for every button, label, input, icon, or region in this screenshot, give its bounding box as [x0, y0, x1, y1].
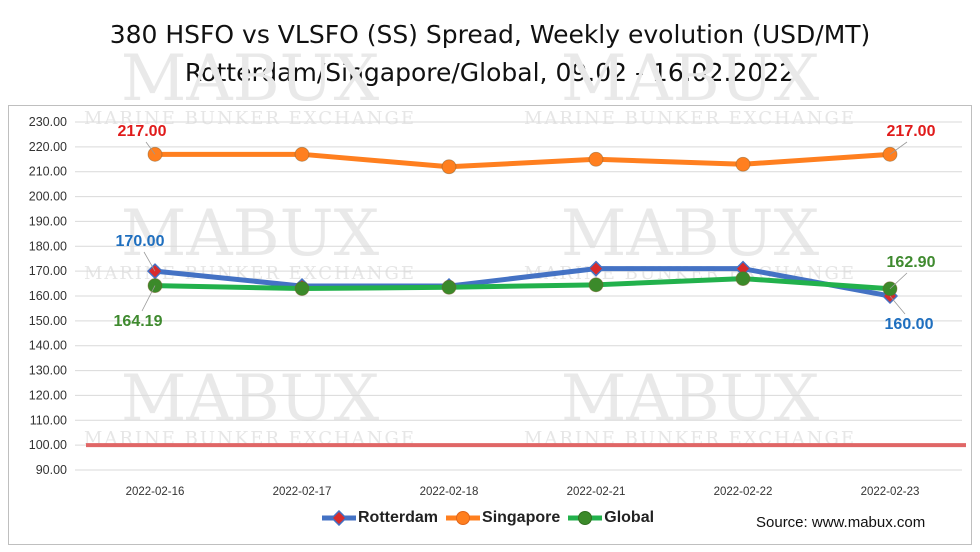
chart-title: 380 HSFO vs VLSFO (SS) Spread, Weekly ev…	[109, 20, 871, 49]
series-line-rotterdam	[154, 266, 891, 299]
watermark-brand: MABUX	[121, 197, 380, 271]
leader-line	[141, 285, 156, 312]
leader-line	[889, 295, 906, 315]
data-label-layer: 170.00 160.00 217.00 217.00 164.19 162.90	[114, 123, 936, 333]
legend-label-rotterdam: Rotterdam	[358, 509, 439, 526]
leader-line	[889, 272, 908, 290]
legend-item-global: Global	[568, 509, 654, 527]
y-tick-label: 230.00	[29, 115, 67, 129]
point-global	[441, 279, 457, 295]
leader-line	[143, 251, 156, 272]
point-singapore	[294, 146, 310, 162]
y-tick-label: 220.00	[29, 140, 67, 154]
chart-frame	[8, 105, 972, 545]
y-tick-label: 120.00	[29, 388, 67, 402]
y-tick-label: 190.00	[29, 214, 67, 228]
y-tick-label: 140.00	[29, 339, 67, 353]
data-label-singapore: 217.00	[118, 123, 167, 140]
y-axis-ticks: 90.00 100.00 110.00 120.00 130.00 140.00 150.0…	[29, 115, 67, 477]
y-tick-label: 100.00	[29, 438, 67, 452]
y-tick-label: 110.00	[30, 413, 67, 427]
x-axis-ticks: 2022-02-16 2022-02-17 2022-02-18 2022-02-21…	[126, 486, 920, 498]
y-tick-label: 90.00	[36, 463, 67, 477]
point-singapore	[588, 151, 604, 167]
series-line-global	[154, 276, 891, 292]
series-line-singapore	[155, 151, 891, 170]
legend-item-rotterdam: Rotterdam	[322, 509, 438, 527]
legend-label-singapore: Singapore	[482, 509, 561, 526]
x-tick-label: 2022-02-23	[861, 486, 920, 498]
watermark-brand: MABUX	[561, 42, 820, 116]
global-legend-icon	[568, 511, 603, 525]
singapore-legend-icon	[446, 511, 481, 525]
watermark-brand: MABUX	[121, 362, 380, 436]
point-rotterdam	[587, 260, 605, 277]
y-tick-label: 130.00	[29, 364, 67, 378]
point-global	[294, 281, 310, 296]
point-global	[735, 271, 751, 287]
point-global	[588, 277, 604, 293]
data-label-singapore: 217.00	[887, 123, 936, 140]
x-tick-label: 2022-02-18	[420, 486, 479, 498]
x-tick-label: 2022-02-16	[126, 486, 185, 498]
y-tick-label: 170.00	[29, 264, 67, 278]
point-singapore	[441, 159, 457, 175]
source-note: Source: www.mabux.com	[756, 514, 926, 531]
data-label-rotterdam: 170.00	[116, 233, 165, 250]
leader-line	[889, 141, 908, 155]
y-tick-label: 180.00	[29, 239, 67, 253]
point-singapore	[735, 156, 751, 172]
y-tick-label: 200.00	[29, 190, 67, 204]
rotterdam-legend-icon	[322, 510, 356, 526]
watermark-brand: MABUX	[561, 362, 820, 436]
y-tick-label: 150.00	[29, 314, 67, 328]
watermark-brand: MABUX	[561, 197, 820, 271]
chart-subtitle: Rotterdam/Singapore/Global, 09.02 - 16.0…	[184, 58, 796, 87]
watermark-tagline: MARINE BUNKER EXCHANGE	[84, 263, 416, 284]
legend-item-singapore: Singapore	[446, 509, 560, 527]
y-tick-label: 160.00	[29, 289, 67, 303]
y-tick-label: 210.00	[29, 165, 67, 179]
x-tick-label: 2022-02-21	[567, 486, 626, 498]
x-tick-label: 2022-02-22	[714, 486, 773, 498]
watermark-tagline: MARINE BUNKER EXCHANGE	[84, 108, 416, 129]
data-label-global: 162.90	[887, 254, 936, 271]
x-tick-label: 2022-02-17	[273, 486, 332, 498]
watermark-tagline: MARINE BUNKER EXCHANGE	[524, 108, 856, 129]
watermark-brand: MABUX	[121, 42, 380, 116]
leader-line	[145, 141, 156, 155]
data-label-global: 164.19	[114, 313, 163, 330]
series-layer	[146, 146, 899, 305]
data-label-rotterdam: 160.00	[885, 316, 934, 333]
legend-label-global: Global	[604, 509, 655, 526]
legend: Rotterdam Singapore Global	[322, 508, 662, 528]
